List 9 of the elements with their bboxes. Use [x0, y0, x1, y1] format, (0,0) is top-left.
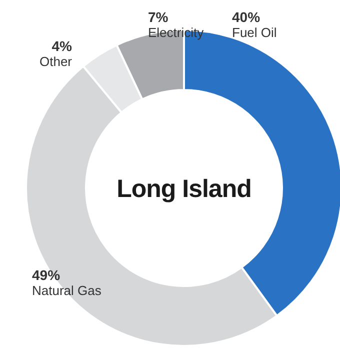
slice-label: Electricity [148, 25, 204, 40]
data-label: 7% [148, 9, 169, 25]
data-label: 4% [52, 38, 73, 54]
slice-label: Natural Gas [32, 283, 102, 298]
text: Long Island [116, 174, 252, 203]
slice-label: Fuel Oil [232, 25, 277, 40]
data-label: 49% [32, 267, 61, 283]
data-label: 40% [232, 9, 261, 25]
slice-label: Other [39, 54, 73, 69]
